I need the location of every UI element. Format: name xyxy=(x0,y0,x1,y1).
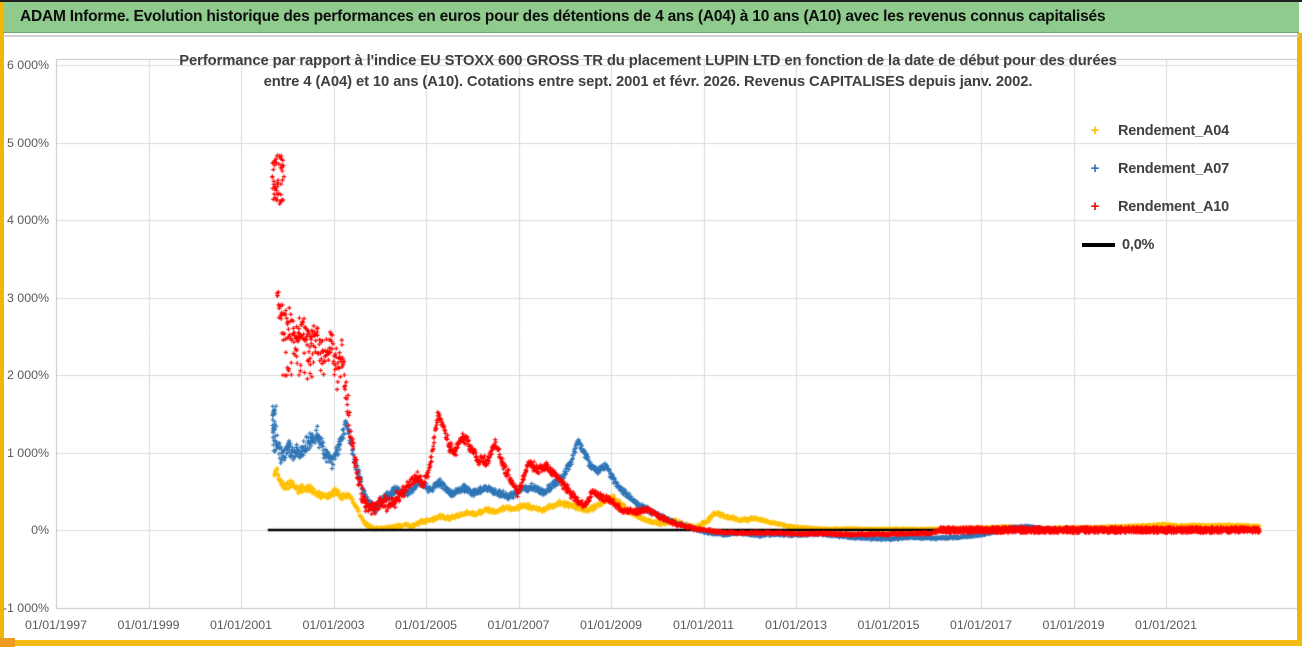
x-tick-label: 01/01/2001 xyxy=(209,618,272,632)
x-tick-label: 01/01/2019 xyxy=(1042,618,1105,632)
sheet-right-border xyxy=(1297,33,1302,641)
page-title: ADAM Informe. Evolution historique des p… xyxy=(20,8,1106,25)
y-tick-label: 0% xyxy=(31,523,49,537)
zero-line-swatch xyxy=(1082,243,1115,247)
x-tick-label: 01/01/2011 xyxy=(672,618,735,632)
legend-item: + Rendement_A04 xyxy=(1072,119,1298,143)
window-top-border xyxy=(0,0,1302,2)
legend-label: Rendement_A04 xyxy=(1118,123,1230,139)
y-tick-label: 2 000% xyxy=(6,368,49,382)
sheet-corner-mark xyxy=(0,638,15,647)
legend-label: Rendement_A10 xyxy=(1118,199,1230,215)
legend-item: + Rendement_A07 xyxy=(1072,157,1298,181)
plus-marker-icon: + xyxy=(1090,198,1100,215)
x-tick-label: 01/01/2009 xyxy=(579,618,642,632)
plus-marker-icon: + xyxy=(1090,122,1100,139)
plus-marker-icon: + xyxy=(1090,160,1100,177)
x-tick-label: 01/01/2021 xyxy=(1134,618,1197,632)
chart-legend: + Rendement_A04 + Rendement_A07 + Rendement_A… xyxy=(1072,119,1298,271)
sheet-bottom-border xyxy=(0,640,1302,646)
chart-title: Performance par rapport à l'indice EU ST… xyxy=(96,51,1200,92)
y-tick-label: 6 000% xyxy=(6,58,49,72)
y-tick-label: 4 000% xyxy=(6,213,49,227)
x-tick-label: 01/01/2005 xyxy=(394,618,457,632)
legend-item: + Rendement_A10 xyxy=(1072,195,1298,219)
x-tick-label: 01/01/2003 xyxy=(302,618,365,632)
legend-label: 0,0% xyxy=(1122,237,1155,253)
chart-title-line2: entre 4 (A04) et 10 ans (A10). Cotations… xyxy=(263,73,1033,90)
x-tick-label: 01/01/2013 xyxy=(764,618,827,632)
sheet-left-border xyxy=(0,2,4,641)
legend-label: Rendement_A07 xyxy=(1118,161,1230,177)
y-tick-label: 1 000% xyxy=(6,445,49,460)
header-banner: ADAM Informe. Evolution historique des p… xyxy=(3,2,1299,33)
y-tick-label: 5 000% xyxy=(6,135,49,150)
y-tick-label: -1 000% xyxy=(2,600,49,615)
y-tick-label: 3 000% xyxy=(6,290,49,305)
chart-title-line1: Performance par rapport à l'indice EU ST… xyxy=(179,53,1117,69)
x-tick-label: 01/01/2007 xyxy=(487,618,550,632)
x-tick-label: 01/01/1997 xyxy=(24,618,87,632)
x-tick-label: 01/01/2017 xyxy=(949,618,1012,632)
x-tick-label: 01/01/2015 xyxy=(857,618,920,632)
legend-item-zero-line: 0,0% xyxy=(1072,233,1298,257)
header-divider xyxy=(3,35,1299,37)
x-tick-label: 01/01/1999 xyxy=(117,618,180,632)
